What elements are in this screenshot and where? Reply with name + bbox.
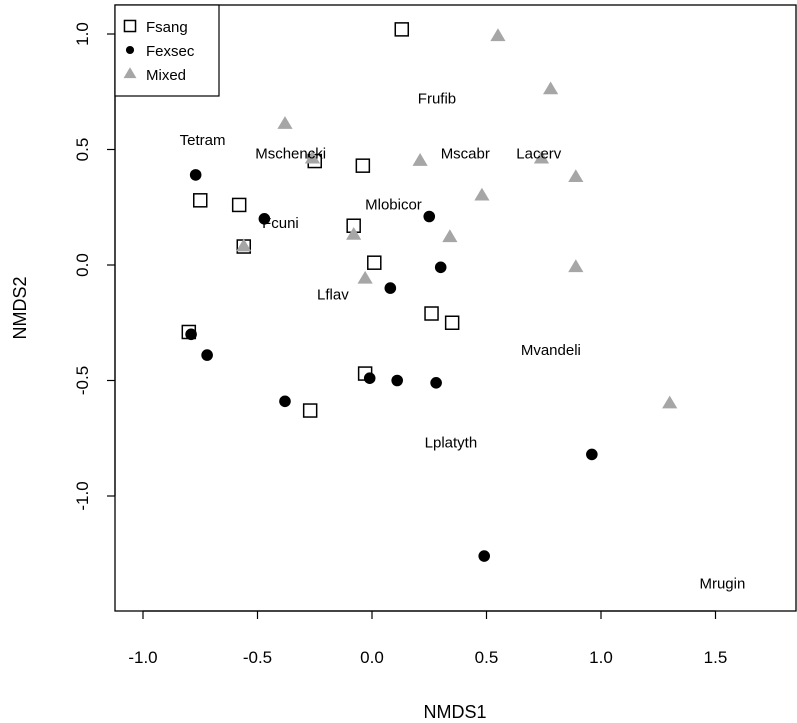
fsang-point bbox=[394, 22, 410, 37]
fexsec-point bbox=[201, 349, 213, 361]
mixed-point bbox=[533, 150, 550, 164]
fexsec-point bbox=[258, 213, 271, 225]
legend-label: Fsang bbox=[146, 19, 188, 36]
fsang-point bbox=[424, 306, 439, 321]
fexsec-point bbox=[391, 374, 403, 387]
x-tick-label: 0.5 bbox=[475, 648, 499, 667]
fexsec-point bbox=[189, 169, 202, 181]
y-axis: -1.0 -0.5 0.0 0.5 1.0 bbox=[73, 22, 116, 511]
fexsec-point bbox=[430, 377, 442, 389]
fexsec-point bbox=[279, 395, 291, 408]
y-tick-label: 0.0 bbox=[73, 253, 92, 277]
species-label: Mrugin bbox=[699, 575, 745, 592]
species-label: Mvandeli bbox=[521, 342, 581, 359]
fexsec-point bbox=[363, 372, 376, 384]
legend-label: Fexsec bbox=[146, 43, 195, 60]
legend: Fsang Fexsec Mixed bbox=[114, 4, 220, 97]
y-tick-label: 1.0 bbox=[73, 22, 92, 46]
x-tick-label: 1.5 bbox=[704, 648, 728, 667]
mixed-point bbox=[277, 116, 293, 129]
mixed-point bbox=[543, 81, 559, 95]
mixed-point bbox=[442, 229, 458, 243]
legend-label: Mixed bbox=[146, 67, 186, 84]
fexsec-point bbox=[478, 550, 491, 562]
mixed-point bbox=[304, 150, 321, 164]
species-label: Tetram bbox=[180, 132, 226, 149]
species-label: Frufib bbox=[418, 90, 456, 107]
x-tick-label: -1.0 bbox=[128, 648, 157, 667]
x-tick-label: 1.0 bbox=[589, 648, 613, 667]
x-axis-title: NMDS1 bbox=[423, 702, 486, 722]
species-label: Mschencki bbox=[255, 146, 326, 163]
fsang-point bbox=[367, 255, 382, 270]
fsang-point bbox=[231, 197, 247, 213]
x-axis: -1.0 -0.5 0.0 0.5 1.0 1.5 bbox=[128, 610, 728, 667]
y-tick-label: 0.5 bbox=[73, 138, 92, 162]
mixed-point bbox=[474, 187, 490, 201]
species-label: Lflav bbox=[317, 287, 349, 304]
x-tick-label: -0.5 bbox=[243, 648, 272, 667]
mixed-point bbox=[490, 28, 506, 42]
mixed-point bbox=[412, 153, 428, 166]
species-label: Lplatyth bbox=[425, 434, 478, 451]
species-label: Lacerv bbox=[516, 146, 562, 163]
fsang-point bbox=[302, 403, 318, 418]
mixed-point bbox=[357, 270, 373, 284]
y-tick-label: -0.5 bbox=[73, 366, 92, 395]
legend-marker bbox=[123, 67, 137, 79]
species-label-layer: Frufib Tetram Mschencki Mscabr Lacerv Mlobico… bbox=[180, 90, 746, 592]
fexsec-point bbox=[185, 328, 197, 341]
mixed-point bbox=[662, 395, 678, 409]
x-tick-label: 0.0 bbox=[360, 648, 384, 667]
mixed-point bbox=[568, 169, 584, 183]
legend-marker bbox=[125, 45, 135, 55]
mixed-point bbox=[236, 238, 252, 252]
species-label: Mlobicor bbox=[365, 197, 422, 214]
legend-marker bbox=[123, 19, 137, 33]
fsang-point bbox=[355, 158, 371, 173]
species-label: Fcuni bbox=[262, 215, 299, 232]
y-axis-title: NMDS2 bbox=[10, 276, 30, 339]
species-label: Mscabr bbox=[441, 146, 490, 163]
y-tick-label: -1.0 bbox=[73, 481, 92, 510]
fsang-point bbox=[193, 193, 208, 208]
point-layer bbox=[181, 22, 678, 562]
mixed-point bbox=[346, 226, 362, 240]
fexsec-point bbox=[384, 282, 397, 294]
fsang-point bbox=[444, 315, 460, 330]
fexsec-point bbox=[423, 210, 436, 223]
fexsec-point bbox=[586, 448, 598, 461]
fexsec-point bbox=[434, 261, 447, 274]
mixed-point bbox=[568, 259, 584, 273]
